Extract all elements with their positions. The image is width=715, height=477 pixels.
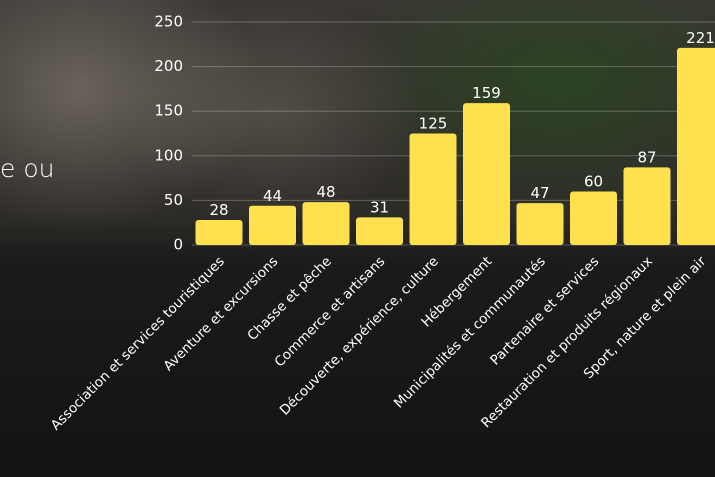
bar — [623, 167, 671, 245]
y-tick-label: 200 — [154, 57, 183, 75]
partial-heading: e ou — [0, 154, 55, 183]
bar — [195, 220, 243, 245]
value-label: 47 — [530, 184, 549, 202]
y-tick-label: 150 — [154, 102, 183, 120]
y-tick-label: 0 — [173, 236, 183, 254]
y-tick-label: 50 — [164, 191, 183, 209]
bar — [463, 103, 510, 245]
bar — [356, 217, 403, 245]
value-label: 31 — [370, 198, 389, 216]
bar — [516, 203, 564, 245]
value-label: 87 — [637, 148, 656, 166]
value-label: 159 — [472, 84, 501, 102]
bar — [677, 47, 715, 245]
bar — [409, 133, 457, 245]
value-label: 44 — [263, 187, 282, 205]
y-tick-label: 100 — [154, 146, 183, 164]
x-tick-label: Partenaire et services — [487, 254, 602, 369]
bar — [249, 205, 296, 245]
bar — [302, 202, 350, 245]
value-label: 125 — [419, 115, 448, 133]
y-tick-label: 250 — [154, 13, 183, 31]
bar — [570, 191, 617, 245]
value-label: 28 — [209, 201, 228, 219]
value-label: 48 — [316, 183, 335, 201]
value-label: 221 — [686, 29, 715, 47]
value-label: 60 — [584, 172, 603, 190]
